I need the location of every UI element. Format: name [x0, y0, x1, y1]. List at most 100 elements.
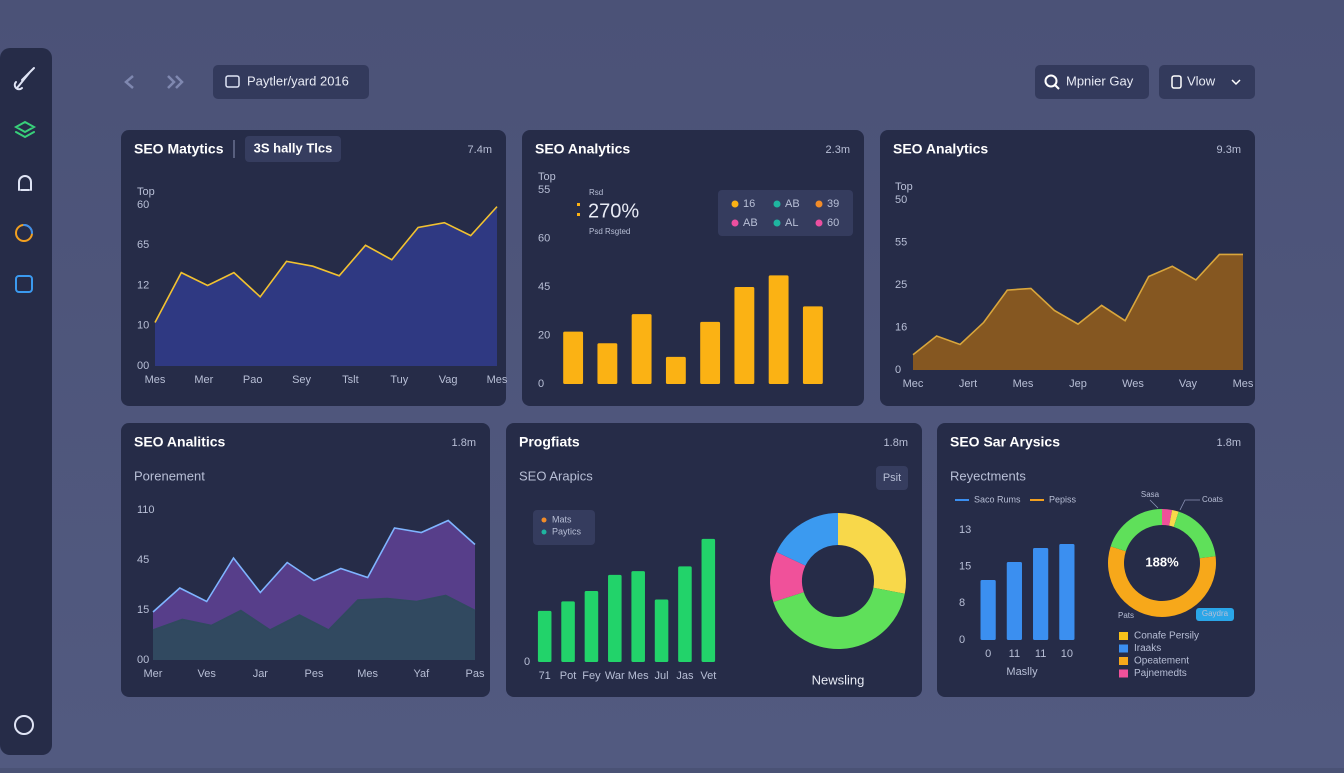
donut-segment: [1108, 546, 1216, 618]
legend-dot: [731, 219, 739, 227]
forward-button[interactable]: [167, 75, 184, 89]
panel-value: 2.3m: [826, 144, 850, 156]
donut-center-label: 188%: [1145, 554, 1179, 569]
button[interactable]: [876, 466, 908, 490]
donut-segment: [838, 513, 906, 594]
legend-box: [718, 190, 853, 236]
x-tick-label: Mes: [487, 374, 508, 386]
legend-label: Pajnemedts: [1134, 668, 1187, 679]
y-tick-label: 0: [959, 634, 965, 646]
bar: [561, 601, 575, 662]
x-tick-label: 11: [1009, 648, 1020, 660]
icon-tools[interactable]: [13, 67, 35, 91]
legend-dot: [773, 200, 781, 208]
bar: [608, 574, 622, 662]
y-tick-label: 20: [538, 329, 550, 341]
x-tick-label: Wes: [1122, 378, 1144, 390]
y-tick-label: 0: [895, 364, 901, 376]
bar: [1033, 548, 1049, 640]
bar: [700, 321, 721, 384]
legend-label: Pepiss: [1049, 494, 1077, 504]
x-tick-label: Ves: [197, 668, 216, 680]
donut-segment: [776, 513, 838, 566]
toolbar: Paytler/yard 2016 Mpnier Gay Vlow: [124, 65, 1255, 99]
y-tick-label: 60: [137, 199, 149, 211]
tab-label: 3S hally Tlcs: [254, 140, 333, 155]
x-tick-label: Pes: [305, 668, 324, 680]
bar: [631, 571, 645, 662]
bar: [980, 580, 996, 640]
bar: [1059, 544, 1075, 640]
icon-user[interactable]: [18, 175, 32, 191]
search-button[interactable]: [1035, 65, 1149, 99]
x-tick-label: 10: [1061, 648, 1073, 660]
x-tick-label: Mes: [145, 374, 166, 386]
x-tick-label: 0: [985, 648, 991, 660]
x-tick-label: Mer: [194, 374, 213, 386]
bar: [654, 599, 669, 662]
button-label: Psit: [883, 472, 901, 484]
icon-chart-part: [23, 224, 33, 234]
legend-label: Opeatement: [1134, 656, 1189, 667]
x-tick-label: Mec: [903, 378, 924, 390]
y-tick-label: 15: [137, 604, 149, 616]
x-tick-label: War: [605, 670, 625, 682]
y-tick-label: 65: [137, 239, 149, 251]
panel-subtitle: SEO Arapics: [519, 468, 593, 483]
y-tick-label: 45: [137, 554, 149, 566]
x-tick-label: Vet: [700, 670, 716, 682]
legend-label: AB: [743, 217, 758, 229]
panel-value: 1.8m: [452, 437, 476, 449]
y-tick-label: 10: [137, 320, 149, 332]
back-button[interactable]: [124, 75, 134, 89]
x-tick-label: Jar: [253, 668, 269, 680]
callout-value: 270%: [588, 200, 639, 222]
panel-title: SEO Analitics: [134, 434, 226, 450]
legend-dot: [815, 200, 823, 208]
date-button[interactable]: [213, 65, 369, 99]
legend-swatch: [1119, 669, 1128, 678]
tab[interactable]: [245, 136, 341, 162]
legend-swatch: [1119, 632, 1128, 640]
bar: [768, 275, 789, 384]
donut-segment: [1110, 509, 1162, 552]
y-tick-label: 0: [538, 378, 544, 390]
legend-label: Saco Rums: [974, 494, 1021, 504]
icon-report[interactable]: [15, 275, 33, 293]
leader-line: [1149, 499, 1200, 511]
legend-label: 16: [743, 198, 755, 210]
x-tick-label: Fey: [582, 670, 601, 682]
area: [913, 254, 1243, 370]
y-tick-label: 12: [137, 279, 149, 291]
x-tick-label: Mes: [1233, 378, 1254, 390]
legend-label: 39: [827, 198, 839, 210]
x-tick-label: Pao: [243, 374, 263, 386]
x-tick-label: Pot: [560, 670, 577, 682]
tag: [1196, 608, 1234, 621]
panel-title: SEO Analytics: [893, 141, 988, 157]
y-tick-label: 55: [538, 184, 550, 196]
panel-title: SEO Sar Arysics: [950, 434, 1060, 450]
line: [912, 253, 1243, 356]
panel-subtitle: Porenement: [134, 468, 205, 483]
line: [152, 594, 476, 631]
panel-subtitle: Reyectments: [950, 468, 1026, 483]
x-tick-label: Jul: [655, 670, 669, 682]
search-icon: [1044, 74, 1058, 88]
x-tick-label: Mes: [1013, 378, 1034, 390]
bar: [631, 314, 652, 384]
icon-layers[interactable]: [13, 120, 37, 139]
y-tick-label: 00: [137, 360, 149, 372]
view-button[interactable]: [1159, 65, 1255, 99]
x-tick-label: Yaf: [413, 668, 430, 680]
bar: [537, 610, 552, 662]
icon-settings[interactable]: [14, 715, 34, 735]
bar: [701, 538, 716, 662]
legend-label: AB: [785, 198, 800, 210]
date-label: Paytler/yard 2016: [247, 73, 349, 88]
sidebar-panel: [0, 48, 52, 755]
legend-label: Mats: [552, 514, 572, 524]
x-tick-label: Pas: [466, 668, 485, 680]
legend-dot: [541, 517, 547, 523]
x-tick-label: Mes: [628, 670, 649, 682]
